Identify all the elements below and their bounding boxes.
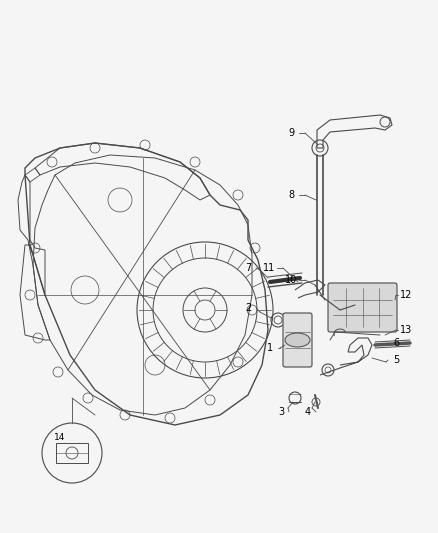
FancyBboxPatch shape [283, 313, 312, 367]
Text: 4: 4 [305, 407, 311, 417]
Text: 10: 10 [285, 275, 297, 285]
FancyBboxPatch shape [328, 283, 397, 332]
Text: 13: 13 [400, 325, 412, 335]
Text: 6: 6 [393, 338, 399, 348]
Ellipse shape [285, 333, 310, 347]
Text: 9: 9 [288, 128, 294, 138]
Text: 1: 1 [267, 343, 273, 353]
Text: 7: 7 [245, 263, 251, 273]
Text: 8: 8 [288, 190, 294, 200]
Text: 14: 14 [54, 433, 66, 442]
Text: 5: 5 [393, 355, 399, 365]
Text: 2: 2 [245, 303, 251, 313]
Text: 11: 11 [263, 263, 275, 273]
Text: 3: 3 [278, 407, 284, 417]
Text: 12: 12 [400, 290, 412, 300]
